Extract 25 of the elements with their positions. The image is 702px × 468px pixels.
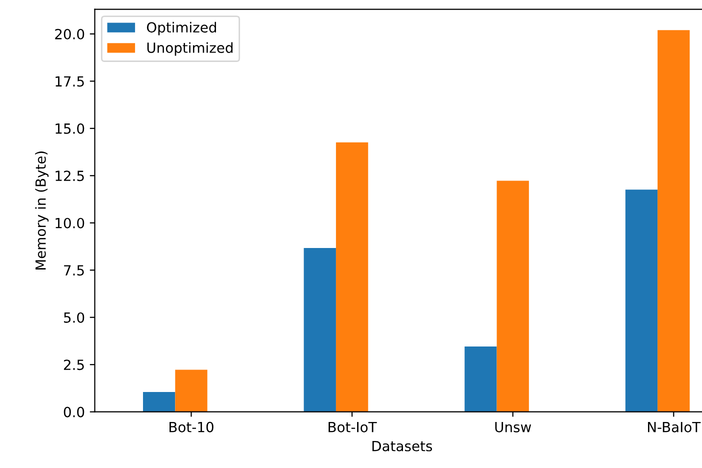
x-tick-label: Bot-10 [170, 422, 214, 432]
bar [625, 190, 658, 412]
y-tick-label: 15.0 [56, 123, 84, 134]
y-tick-label: 10.0 [56, 218, 84, 228]
x-tick-label: Bot-IoT [328, 422, 377, 432]
bar [175, 370, 208, 412]
bar [304, 248, 336, 412]
legend-label: Optimized [146, 22, 216, 36]
y-tick-label: 20.0 [55, 28, 84, 40]
y-tick-label: 12.5 [56, 170, 84, 182]
bar [464, 346, 497, 412]
y-axis-title: Memory in (Byte) [35, 152, 49, 270]
x-tick-label: Unsw [495, 422, 532, 432]
legend-label: Unoptimized [147, 42, 233, 56]
x-axis-title: Datasets [372, 440, 432, 452]
y-tick-label: 0.0 [64, 406, 84, 418]
y-tick-label: 17.5 [56, 76, 84, 87]
y-tick-label: 5.0 [64, 312, 84, 323]
y-tick-label: 2.5 [64, 360, 84, 370]
bar [496, 180, 529, 412]
y-tick-label: 7.5 [64, 265, 84, 276]
bar [658, 30, 690, 412]
x-tick-label: N-BaIoT [648, 422, 701, 432]
bar [143, 392, 176, 412]
bar [336, 142, 368, 412]
